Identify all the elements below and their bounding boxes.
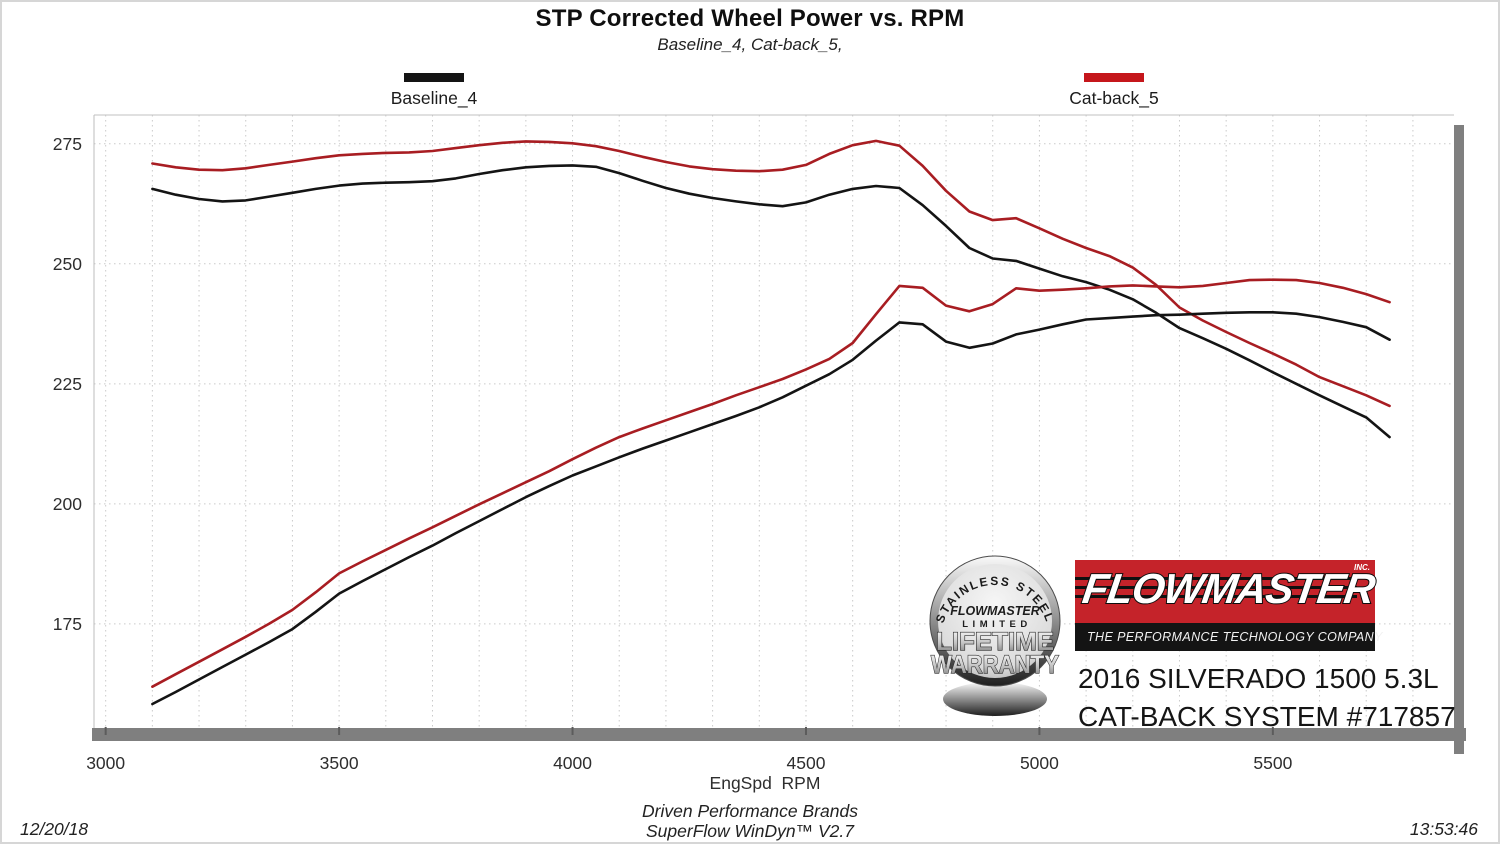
y-tick-label: 250 <box>53 254 82 274</box>
curve-baseline-lower <box>151 310 1391 706</box>
footer-brand-line: Driven Performance Brands <box>642 801 858 821</box>
x-tick-mark <box>104 727 107 735</box>
curve-baseline-upper <box>151 164 1391 439</box>
logo-inc-text: INC. <box>1354 563 1370 572</box>
x-tick-mark <box>804 727 807 735</box>
logo-tagline-text: THE PERFORMANCE TECHNOLOGY COMPANY <box>1087 630 1383 644</box>
badge-warranty-text: WARRANTY <box>931 651 1059 679</box>
badge-face <box>938 564 1052 678</box>
x-tick-label: 5000 <box>1020 753 1059 773</box>
page-title: STP Corrected Wheel Power vs. RPM <box>535 5 965 32</box>
legend-label-catback: Cat-back_5 <box>1069 88 1159 108</box>
legend-swatch-baseline <box>404 73 464 82</box>
footer-time: 13:53:46 <box>1409 819 1478 839</box>
logo-stripe <box>1075 586 1357 589</box>
legend-label-baseline: Baseline_4 <box>390 88 478 108</box>
badge-limited-text: LIMITED <box>962 619 1032 630</box>
page-subtitle: Baseline_4, Cat-back_5, <box>657 35 843 54</box>
badge-base-shadow <box>943 682 1047 716</box>
vehicle-line-1: 2016 SILVERADO 1500 5.3L <box>1078 663 1439 694</box>
footer-software-line: SuperFlow WinDyn™ V2.7 <box>646 821 854 841</box>
x-tick-label: 3500 <box>320 753 359 773</box>
x-tick-label: 3000 <box>86 753 125 773</box>
x-tick-mark <box>338 727 341 735</box>
y-tick-label: 225 <box>53 374 82 394</box>
x-tick-mark <box>1038 727 1041 735</box>
x-axis-label: EngSpd RPM <box>709 773 821 793</box>
x-tick-mark <box>571 727 574 735</box>
lifetime-warranty-badge: STAINLESS STEEL FLOWMASTER LIMITED LIFET… <box>929 555 1061 716</box>
y-tick-label: 175 <box>53 614 82 634</box>
logo-stripe <box>1075 595 1357 598</box>
x-tick-mark <box>1271 727 1274 735</box>
x-tick-label: 5500 <box>1253 753 1292 773</box>
y-tick-label: 200 <box>53 494 82 514</box>
logo-brand-text: FLOWMASTER <box>1079 564 1379 613</box>
curve-catback-lower <box>151 278 1391 689</box>
x-tick-label: 4000 <box>553 753 592 773</box>
x-axis-bar <box>92 728 1466 741</box>
right-axis-bar <box>1454 125 1464 754</box>
badge-lifetime-text: LIFETIME <box>936 628 1054 656</box>
x-tick-label: 4500 <box>787 753 826 773</box>
y-tick-label: 275 <box>53 134 82 154</box>
badge-brand-text: FLOWMASTER <box>950 604 1040 618</box>
logo-tagline-strip: THE PERFORMANCE TECHNOLOGY COMPANY <box>1075 623 1382 651</box>
flowmaster-logo: FLOWMASTER INC. THE PERFORMANCE TECHNOLO… <box>1075 560 1382 651</box>
curve-catback-upper <box>151 139 1391 408</box>
footer-date: 12/20/18 <box>20 819 89 839</box>
vehicle-line-2: CAT-BACK SYSTEM #717857 <box>1078 701 1456 732</box>
legend-swatch-catback <box>1084 73 1144 82</box>
logo-stripe <box>1075 577 1357 580</box>
